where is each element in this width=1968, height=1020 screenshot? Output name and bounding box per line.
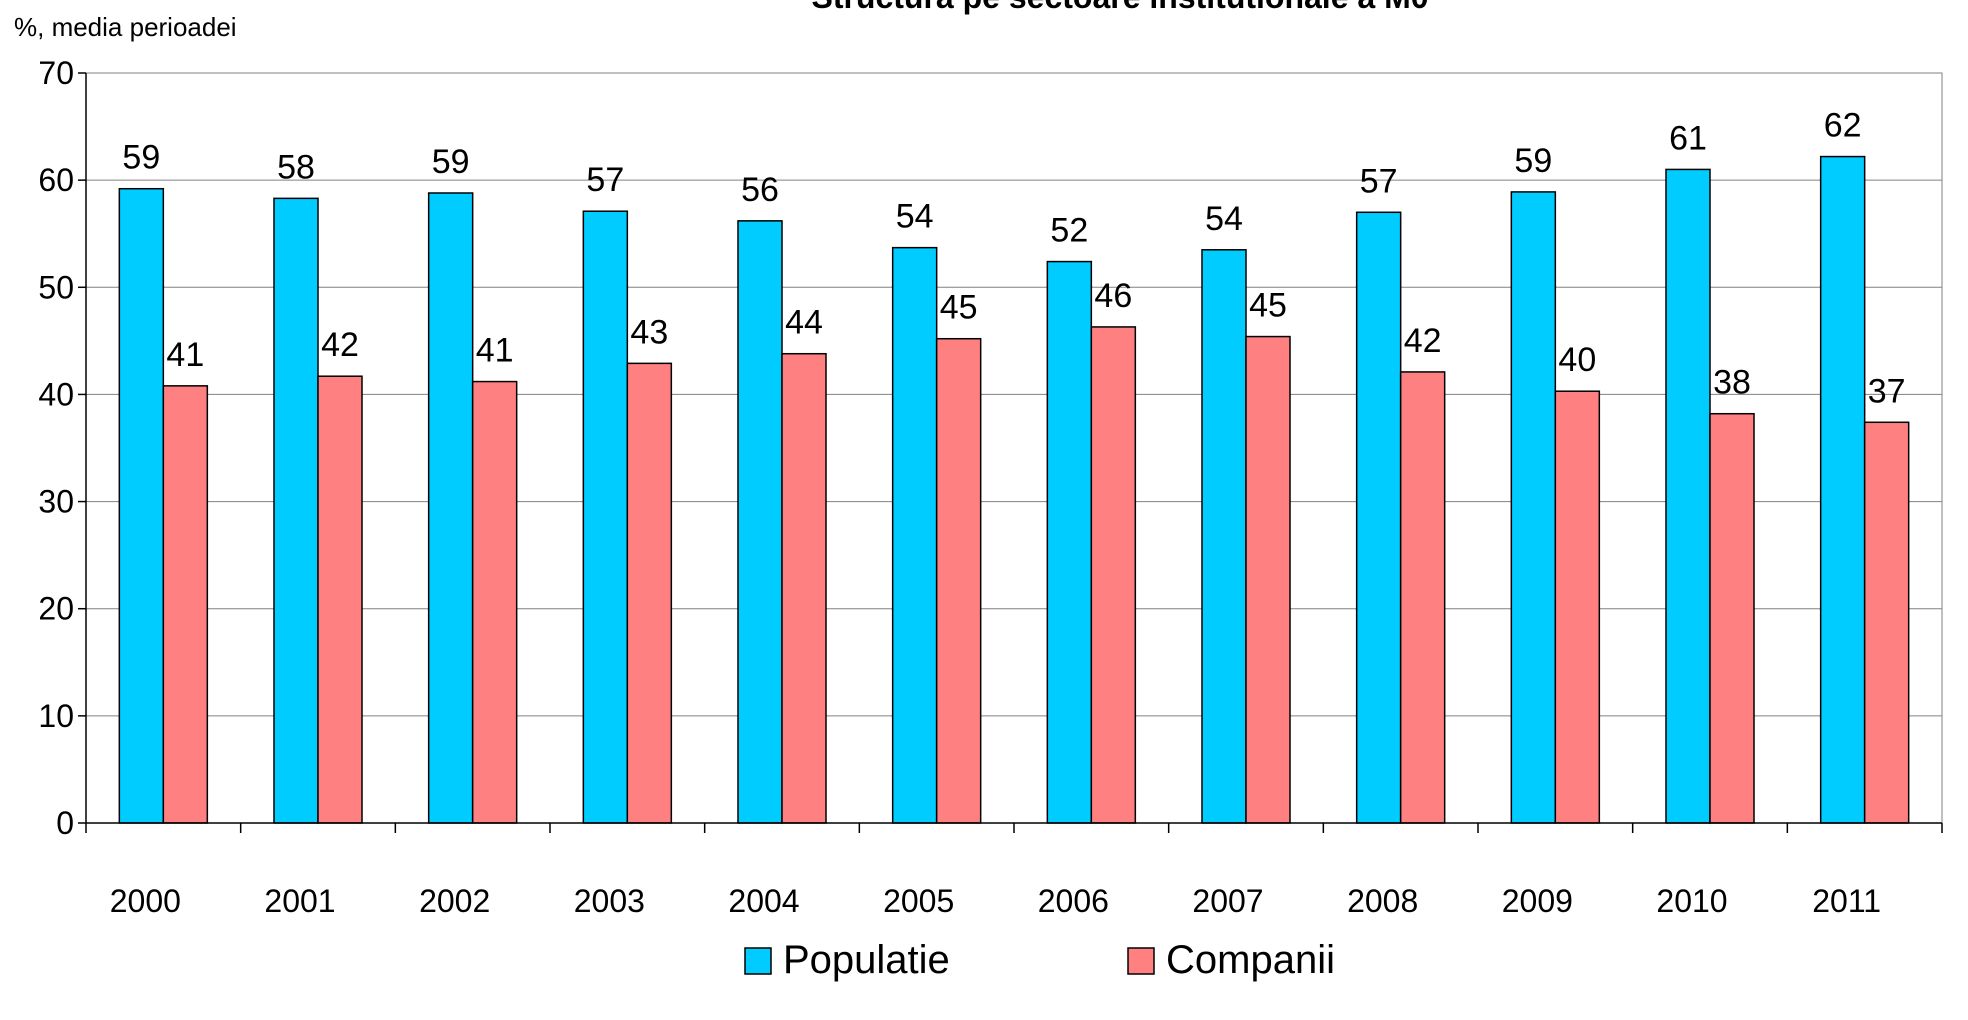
data-label-populatie-2010: 61 [1669, 119, 1707, 157]
data-label-companii-2003: 43 [630, 313, 668, 351]
x-tick-label-2010: 2010 [1656, 883, 1727, 919]
data-label-populatie-2002: 59 [432, 143, 470, 181]
x-tick-label-2011: 2011 [1812, 883, 1881, 919]
y-tick-label: 60 [38, 162, 74, 198]
y-tick-labels: 0 10 20 30 40 50 60 70 [38, 55, 74, 841]
bar-populatie-2008 [1355, 211, 1402, 824]
legend: Populatie Companii [744, 938, 1335, 982]
data-label-populatie-2003: 57 [586, 161, 624, 199]
data-label-companii-2011: 37 [1868, 372, 1906, 410]
bar-populatie-2005 [891, 246, 938, 824]
x-tick-label-2009: 2009 [1502, 883, 1573, 919]
x-tick-label-2005: 2005 [883, 883, 954, 919]
bar-companii-2004 [781, 352, 827, 824]
bar-populatie-2006 [1046, 260, 1093, 824]
data-label-populatie-2008: 57 [1360, 162, 1398, 200]
x-tick-label-2002: 2002 [419, 883, 490, 919]
y-axis-unit-label: %, media perioadei [14, 12, 237, 42]
bar-populatie-2007 [1201, 249, 1247, 824]
data-label-populatie-2000: 59 [122, 139, 160, 177]
bar-populatie-2002 [427, 192, 474, 824]
bar-populatie-2004 [737, 220, 783, 824]
x-tick-label-2006: 2006 [1038, 883, 1109, 919]
bar-populatie-2003 [582, 210, 629, 824]
bar-companii-2001 [317, 375, 363, 824]
bar-populatie-2010 [1665, 168, 1711, 824]
plot-frame [85, 72, 1943, 824]
x-tick-label-2007: 2007 [1192, 883, 1263, 919]
data-label-companii-2005: 45 [940, 289, 978, 327]
bar-companii-2000 [162, 385, 209, 824]
data-label-populatie-2009: 59 [1514, 142, 1552, 180]
bar-companii-2006 [1090, 326, 1137, 824]
bar-companii-2002 [471, 380, 518, 824]
x-tick-label-2000: 2000 [110, 883, 181, 919]
bar-companii-2011 [1863, 421, 1910, 824]
legend-label-populatie: Populatie [783, 938, 950, 982]
x-tick-label-2001: 2001 [264, 883, 335, 919]
y-tick-label: 50 [38, 269, 74, 305]
legend-swatch-companii [1127, 947, 1155, 975]
bar-companii-2003 [626, 362, 673, 824]
data-label-companii-2007: 45 [1249, 287, 1287, 325]
bar-populatie-2001 [273, 197, 319, 824]
data-label-populatie-2011: 62 [1824, 107, 1862, 145]
x-tick-label-2008: 2008 [1347, 883, 1418, 919]
data-label-companii-2000: 41 [166, 336, 204, 374]
data-label-companii-2002: 41 [476, 332, 514, 370]
x-tick-labels: 2000 2001 2002 2003 2004 2005 2006 2007 2008 2009… [110, 883, 1881, 919]
gridlines [85, 72, 1943, 824]
y-tick-label: 0 [56, 805, 74, 841]
data-label-companii-2001: 42 [321, 326, 359, 364]
data-label-companii-2010: 38 [1713, 364, 1751, 402]
bars [118, 155, 1910, 824]
data-label-populatie-2001: 58 [277, 148, 315, 186]
chart-title: Structura pe sectoare institutionale a M… [811, 0, 1428, 15]
data-label-companii-2008: 42 [1404, 322, 1442, 360]
bar-companii-2007 [1245, 335, 1291, 824]
data-label-companii-2006: 46 [1094, 277, 1132, 315]
bar-populatie-2009 [1510, 191, 1557, 824]
bar-companii-2009 [1554, 390, 1601, 824]
x-tick-label-2004: 2004 [728, 883, 799, 919]
y-tick-label: 30 [38, 484, 74, 520]
legend-swatch-populatie [744, 947, 772, 975]
data-label-populatie-2006: 52 [1050, 212, 1088, 250]
axes [78, 72, 1943, 833]
y-tick-label: 40 [38, 376, 74, 412]
data-label-populatie-2005: 54 [896, 198, 934, 236]
legend-label-companii: Companii [1166, 938, 1335, 982]
data-label-companii-2004: 44 [785, 304, 823, 342]
data-label-populatie-2004: 56 [741, 171, 779, 209]
y-tick-label: 20 [38, 591, 74, 627]
bar-companii-2005 [935, 337, 982, 824]
y-tick-label: 70 [38, 55, 74, 91]
data-label-companii-2009: 40 [1558, 341, 1596, 379]
x-tick-label-2003: 2003 [574, 883, 645, 919]
bar-populatie-2011 [1819, 155, 1866, 824]
bar-companii-2008 [1399, 371, 1446, 824]
bar-companii-2010 [1709, 412, 1755, 824]
bar-populatie-2000 [118, 187, 165, 824]
y-tick-label: 10 [38, 698, 74, 734]
data-label-populatie-2007: 54 [1205, 200, 1243, 238]
